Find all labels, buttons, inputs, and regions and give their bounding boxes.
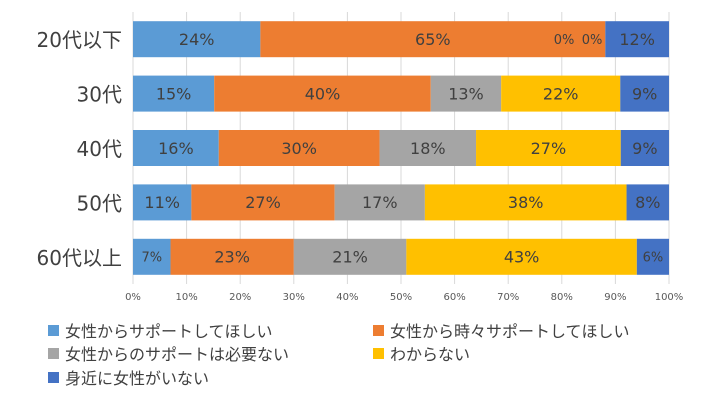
- x-tick-label: 40%: [336, 292, 358, 303]
- x-tick-label: 70%: [497, 292, 519, 303]
- bar-segment: [334, 184, 425, 221]
- bar-segment: [620, 130, 669, 166]
- bar-segments: [133, 21, 669, 275]
- bar-segment: [218, 130, 380, 166]
- legend-swatch: [48, 347, 59, 359]
- x-tick-label: 100%: [655, 292, 684, 303]
- bar-segment: [191, 184, 335, 221]
- legend-swatch: [48, 324, 59, 336]
- bar-segment: [430, 75, 502, 112]
- bar-segment: [260, 21, 606, 58]
- legend-swatch: [48, 371, 59, 383]
- bar-segment: [636, 238, 669, 275]
- data-label: 9%: [632, 139, 657, 158]
- bar-segment: [379, 130, 477, 166]
- data-label: 43%: [504, 248, 540, 267]
- data-labels: 24% 65% 0% 0% 12% 15% 40% 13% 22% 9% 16% 30% 18% 27% 9…: [141, 30, 663, 267]
- legend-item: 女性から時々サポートしてほしい: [373, 319, 630, 341]
- category-label: 40代: [77, 137, 122, 161]
- data-label: 21%: [332, 248, 368, 267]
- legend-label: 女性から時々サポートしてほしい: [390, 322, 630, 341]
- bar-segment: [406, 238, 637, 275]
- x-tick-label: 50%: [390, 292, 412, 303]
- legend-swatch: [373, 347, 384, 359]
- legend-swatch: [373, 324, 384, 336]
- legend-label: わからない: [390, 345, 471, 364]
- legend-label: 女性からのサポートは必要ない: [65, 345, 290, 364]
- data-label: 24%: [179, 30, 215, 49]
- bar-segment: [133, 238, 171, 275]
- data-label: 11%: [144, 193, 180, 212]
- data-label: 12%: [619, 30, 655, 49]
- legend-item: 女性からのサポートは必要ない: [48, 342, 289, 364]
- bar-segment: [605, 21, 669, 58]
- category-label: 60代以上: [37, 246, 122, 270]
- data-label: 0%: [554, 33, 575, 48]
- data-label: 40%: [305, 84, 341, 103]
- legend-item: わからない: [373, 342, 470, 364]
- bar-segment: [133, 21, 261, 58]
- data-label: 30%: [281, 139, 317, 158]
- category-label: 50代: [77, 191, 122, 215]
- data-label: 17%: [362, 193, 398, 212]
- data-label: 0%: [582, 33, 603, 48]
- data-label: 18%: [410, 139, 446, 158]
- x-tick-label: 80%: [551, 292, 573, 303]
- data-label: 16%: [158, 139, 194, 158]
- bar-segment: [626, 184, 669, 221]
- x-tick-label: 10%: [175, 292, 197, 303]
- bar-segment: [293, 238, 407, 275]
- data-label: 7%: [141, 250, 162, 265]
- legend-label: 女性からサポートしてほしい: [65, 322, 273, 341]
- x-tick-label: 20%: [229, 292, 251, 303]
- bar-segment: [214, 75, 431, 112]
- data-label: 38%: [508, 193, 544, 212]
- x-tick-labels: 0% 10% 20% 30% 40% 50% 60% 70% 80% 90% 100%: [125, 292, 683, 303]
- bar-segment: [133, 75, 215, 112]
- legend-label: 身近に女性がいない: [65, 369, 210, 388]
- category-label: 20代以下: [37, 28, 122, 52]
- category-label: 30代: [77, 83, 122, 107]
- data-label: 22%: [543, 84, 579, 103]
- legend-item: 女性からサポートしてほしい: [48, 319, 273, 341]
- data-label: 27%: [245, 193, 281, 212]
- data-label: 6%: [643, 250, 664, 265]
- bar-segment: [170, 238, 294, 275]
- data-label: 13%: [448, 84, 484, 103]
- data-label: 9%: [632, 84, 657, 103]
- bar-segment: [133, 184, 192, 221]
- data-label: 23%: [214, 248, 250, 267]
- x-tick-label: 60%: [443, 292, 465, 303]
- bar-segment: [620, 75, 669, 112]
- data-label: 65%: [415, 30, 451, 49]
- data-label: 8%: [635, 193, 660, 212]
- legend-item: 身近に女性がいない: [48, 366, 209, 388]
- data-label: 27%: [531, 139, 567, 158]
- x-tick-label: 0%: [125, 292, 141, 303]
- x-tick-label: 30%: [283, 292, 305, 303]
- bar-segment: [476, 130, 621, 166]
- category-labels: 20代以下 30代 40代 50代 60代以上: [37, 28, 122, 270]
- bar-segment: [424, 184, 627, 221]
- bar-segment: [501, 75, 621, 112]
- data-label: 15%: [156, 84, 192, 103]
- bar-segment: [133, 130, 219, 166]
- x-tick-label: 90%: [604, 292, 626, 303]
